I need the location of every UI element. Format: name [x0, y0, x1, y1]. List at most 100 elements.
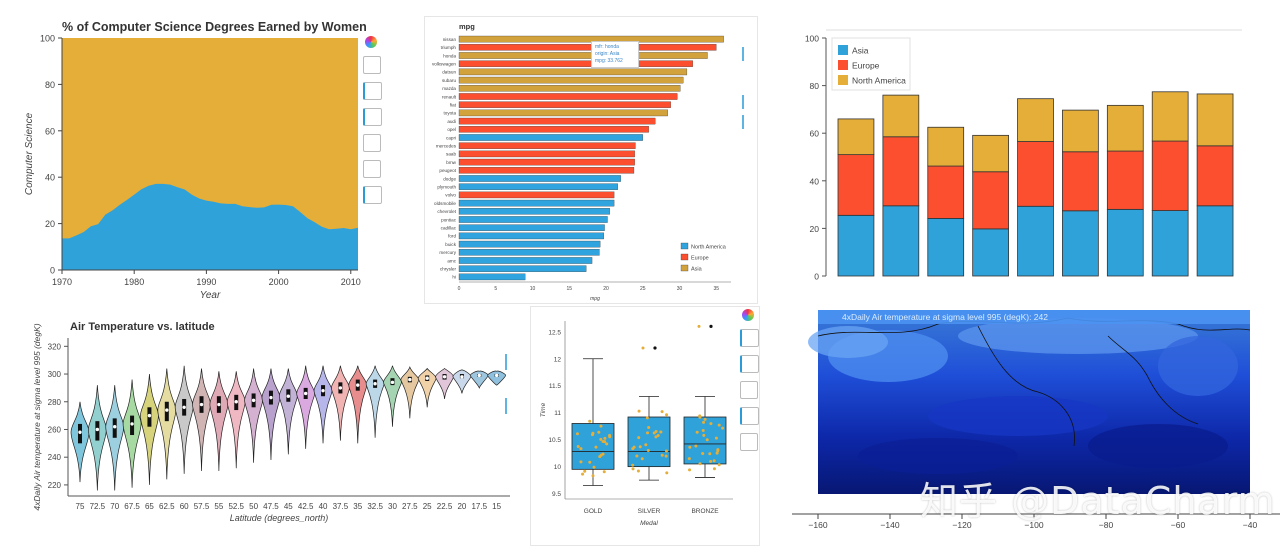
- violin-47.5: [261, 368, 281, 460]
- y-tick-label: 12: [554, 356, 562, 363]
- map-contour-region: [1158, 336, 1238, 396]
- bar-category-label: mercedes: [436, 144, 457, 149]
- y-tick-label: 20: [45, 219, 55, 229]
- wheel-zoom-icon[interactable]: [363, 108, 382, 126]
- bar-opel: [458, 126, 649, 133]
- box-sample-point: [665, 413, 669, 417]
- stacked-bar-europe: [1017, 141, 1054, 207]
- reset-icon[interactable]: [363, 160, 381, 178]
- bar-category-label: volvo: [445, 193, 456, 198]
- x-tick-label: 35: [353, 502, 362, 511]
- pan-icon[interactable]: [740, 329, 759, 347]
- x-tick-label: 0: [458, 286, 461, 292]
- box-sample-point: [716, 448, 720, 452]
- pan-icon[interactable]: [363, 56, 381, 74]
- box-sample-point: [631, 467, 635, 471]
- x-tick-label: −140: [880, 520, 899, 530]
- bar-category-label: dodge: [443, 176, 456, 181]
- bar-mercedes: [458, 142, 636, 149]
- box-sample-point: [656, 433, 660, 437]
- stacked-bar-europe: [837, 154, 875, 216]
- x-tick-label: 47.5: [263, 502, 279, 511]
- hover-banner: [818, 310, 1250, 324]
- save-icon[interactable]: [363, 134, 381, 152]
- bar-category-label: cadillac: [441, 226, 457, 231]
- box-sample-point: [702, 433, 706, 437]
- violin-median-dot: [251, 398, 256, 403]
- bar-category-label: amc: [447, 258, 456, 263]
- mpg-bar-chart-panel: mpg nissan triumph honda volkswagen datsun sub…: [424, 16, 758, 304]
- violin-median-dot: [408, 377, 412, 382]
- violin-22.5: [435, 368, 454, 400]
- box-sample-point: [581, 472, 585, 476]
- violin-17.5: [469, 370, 489, 390]
- bar-plymouth: [458, 183, 618, 190]
- women-cs-toolbar: [360, 36, 382, 212]
- legend-label: North America: [691, 245, 727, 251]
- wheel-zoom-icon[interactable]: [740, 355, 759, 373]
- bar-saab: [458, 150, 635, 158]
- y-tick-label: 220: [48, 481, 62, 490]
- violin-median-dot: [338, 386, 343, 390]
- bar-chevrolet: [458, 208, 610, 215]
- bar-audi: [458, 117, 656, 125]
- violin-median-dot: [494, 373, 499, 378]
- box-plot-toolbar: [737, 309, 759, 459]
- violin-median-dot: [425, 376, 429, 380]
- y-axis-label: Computer Science: [24, 112, 35, 195]
- x-axis-label: Latitude (degrees_north): [230, 513, 329, 523]
- x-tick-label: −160: [808, 520, 827, 530]
- violin-25: [417, 367, 437, 408]
- x-tick-label: 27.5: [402, 502, 418, 511]
- x-tick-label: 57.5: [194, 502, 210, 511]
- bokeh-logo-icon[interactable]: [365, 36, 377, 48]
- bokeh-logo-icon[interactable]: [742, 309, 754, 321]
- map-contour-region: [858, 438, 1018, 474]
- y-tick-label: 11.5: [549, 383, 562, 390]
- x-tick-label: 30: [388, 502, 397, 511]
- bar-hi: [458, 273, 526, 281]
- x-tick-label: −100: [1024, 520, 1043, 530]
- box-sample-point: [654, 429, 658, 433]
- stacked-bar-north-america: [882, 94, 920, 138]
- box-sample-point: [640, 457, 644, 461]
- violin-30: [383, 365, 402, 427]
- x-tick-label: 60: [180, 502, 189, 511]
- box-sample-point: [601, 452, 605, 456]
- box-plot-panel: 9.5 10 10.5 11 11.5 12 12.5 GOLD SILVER BRONZE Med…: [530, 306, 760, 546]
- box-sample-point: [602, 470, 606, 474]
- hover-icon[interactable]: [363, 186, 382, 204]
- save-icon[interactable]: [740, 381, 758, 399]
- y-tick-label: 0: [50, 266, 55, 276]
- x-tick-label: 1990: [196, 277, 216, 287]
- box-sample-point: [712, 467, 716, 471]
- box-zoom-icon[interactable]: [363, 82, 382, 100]
- violin-42.5: [296, 365, 316, 449]
- x-tick-label: 65: [145, 502, 154, 511]
- box-sample-point: [599, 424, 603, 428]
- stacked-bar-north-america: [972, 134, 1009, 173]
- bar-category-label: volkswagen: [432, 62, 456, 67]
- bar-bmw: [458, 158, 635, 166]
- x-tick-label: 40: [319, 502, 328, 511]
- box-sample-point: [714, 436, 718, 440]
- bar-category-label: mercury: [439, 250, 456, 255]
- x-tick-label: 15: [492, 502, 501, 511]
- box-sample-point: [631, 447, 635, 451]
- box-sample-point: [660, 410, 664, 414]
- x-tick-label: BRONZE: [691, 508, 719, 515]
- reset-icon[interactable]: [740, 407, 759, 425]
- x-tick-label: 30: [677, 286, 683, 292]
- stacked-bar-north-america: [927, 126, 965, 167]
- x-tick-label: 20: [603, 286, 609, 292]
- violin-median-dot: [199, 402, 204, 407]
- x-tick-label: 62.5: [159, 502, 175, 511]
- box-sample-point: [583, 469, 587, 473]
- box-sample-point: [701, 429, 705, 433]
- box-sample-point: [599, 437, 603, 441]
- box-sample-point: [705, 438, 709, 442]
- y-tick-label: 60: [45, 126, 55, 136]
- bar-honda: [458, 52, 708, 59]
- hover-icon[interactable]: [740, 433, 758, 451]
- box-sample-point: [659, 430, 663, 434]
